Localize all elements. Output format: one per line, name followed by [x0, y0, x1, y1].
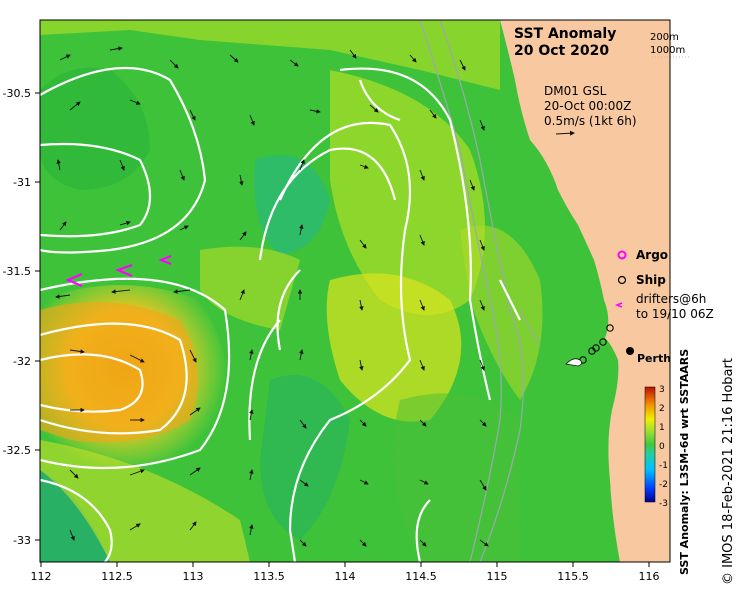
x-tick-label: 112: [31, 570, 52, 583]
sst-field: [40, 20, 670, 562]
y-tick-label: -31: [13, 176, 31, 189]
colorbar-label: SST Anomaly: L3SM-6d wrt SSTAARS: [678, 349, 691, 575]
credit-text: © IMOS 18-Feb-2021 21:16 Hobart: [721, 358, 736, 585]
colorbar-tick: -2: [659, 480, 668, 490]
ship-positions: [579, 324, 614, 364]
y-tick-label: -30.5: [3, 87, 31, 100]
x-tick-marks: [40, 562, 650, 567]
x-tick-label: 116: [639, 570, 660, 583]
x-tick-label: 114.5: [405, 570, 437, 583]
map-title: SST Anomaly: [514, 26, 616, 42]
colorbar-tick: 0: [659, 442, 665, 452]
legend-drifters-2: to 19/10 06Z: [636, 307, 714, 321]
perth-marker: [626, 347, 634, 355]
map-date: 20 Oct 2020: [514, 43, 609, 59]
x-tick-label: 115: [487, 570, 508, 583]
y-tick-label: -31.5: [3, 265, 31, 278]
current-vectors: [55, 46, 489, 547]
x-tick-label: 113: [183, 570, 204, 583]
current-source: DM01 GSL: [544, 84, 607, 98]
colorbar-tick: 2: [659, 404, 665, 414]
y-tick-label: -32: [13, 355, 31, 368]
depth-legend-200: 200m: [650, 32, 679, 43]
x-tick-label: 113.5: [253, 570, 285, 583]
x-tick-label: 115.5: [557, 570, 589, 583]
current-time: 20-Oct 00:00Z: [544, 99, 631, 113]
colorbar-tick: -1: [659, 461, 668, 471]
ssh-contours: [40, 66, 521, 562]
depth-legend-1000: 1000m: [650, 45, 685, 56]
ship-icon: [617, 275, 627, 285]
legend-argo: Argo: [636, 248, 668, 262]
plot-frame: [39, 19, 671, 563]
x-tick-label: 112.5: [101, 570, 133, 583]
legend-ship: Ship: [636, 273, 666, 287]
place-label: Perth: [637, 352, 671, 365]
current-scale: 0.5m/s (1kt 6h): [544, 114, 637, 128]
drifter-icon: [614, 302, 623, 308]
argo-icon: [617, 250, 627, 260]
y-tick-label: -33: [13, 534, 31, 547]
y-tick-marks: [35, 92, 40, 541]
colorbar: [644, 386, 656, 503]
colorbar-tick: 3: [659, 385, 665, 395]
colorbar-tick: 1: [659, 423, 665, 433]
drifter-tracks: [65, 254, 172, 288]
legend-drifters-1: drifters@6h: [636, 292, 706, 306]
x-tick-label: 114: [335, 570, 356, 583]
y-tick-label: -32.5: [3, 444, 31, 457]
current-scale-arrow: [555, 130, 575, 136]
colorbar-tick: -3: [659, 499, 668, 509]
